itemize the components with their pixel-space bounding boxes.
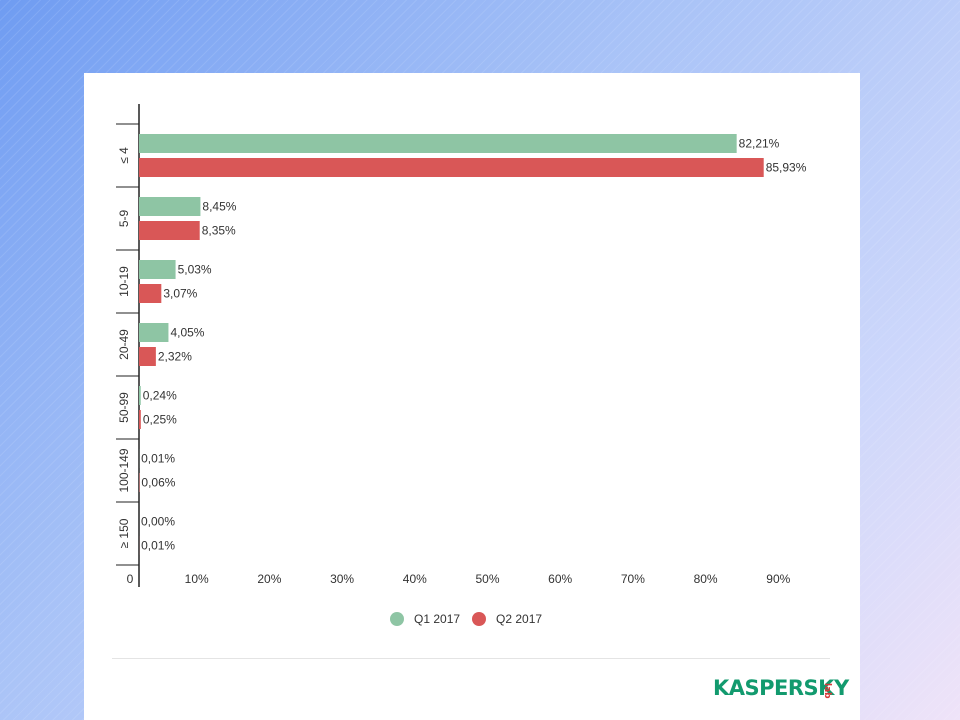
bar: [139, 323, 169, 342]
bar: [139, 284, 162, 303]
category-label: 100-149: [117, 448, 131, 492]
data-label: 8,45%: [202, 200, 236, 214]
legend-marker: [390, 612, 404, 626]
data-label: 0,24%: [143, 389, 177, 403]
x-tick-label: 50%: [475, 572, 499, 586]
category-label: 20-49: [117, 329, 131, 360]
data-label: 8,35%: [202, 224, 236, 238]
data-label: 3,07%: [163, 287, 197, 301]
category-label: 5-9: [117, 210, 131, 228]
bar: [139, 386, 141, 405]
legend-marker: [472, 612, 486, 626]
bar: [139, 410, 141, 429]
category-label: ≤ 4: [117, 147, 131, 164]
x-tick-label: 10%: [185, 572, 209, 586]
data-label: 0,00%: [141, 515, 175, 529]
data-label: 4,05%: [170, 326, 204, 340]
bar: [139, 158, 764, 177]
category-label: 10-19: [117, 266, 131, 297]
x-tick-label: 80%: [694, 572, 718, 586]
data-label: 5,03%: [178, 263, 212, 277]
data-label: 0,06%: [141, 476, 175, 490]
data-label: 2,32%: [158, 350, 192, 364]
legend-label: Q1 2017: [414, 612, 460, 626]
bar: [139, 260, 176, 279]
data-label: 0,01%: [141, 539, 175, 553]
bar: [139, 347, 156, 366]
chart-card: [84, 73, 860, 720]
x-tick-label: 20%: [257, 572, 281, 586]
kaspersky-logo: KASPERSKY: [713, 676, 849, 700]
legend-label: Q2 2017: [496, 612, 542, 626]
bar: [139, 197, 201, 216]
x-tick-label: 90%: [766, 572, 790, 586]
kaspersky-logo-sub: lab: [822, 683, 832, 699]
x-tick-label: 0: [127, 572, 134, 586]
x-tick-label: 60%: [548, 572, 572, 586]
data-label: 85,93%: [766, 161, 807, 175]
category-label: ≥ 150: [117, 518, 131, 548]
category-label: 50-99: [117, 392, 131, 423]
bar: [139, 134, 737, 153]
x-tick-label: 30%: [330, 572, 354, 586]
data-label: 0,01%: [141, 452, 175, 466]
footer-divider: [112, 658, 830, 659]
x-tick-label: 40%: [403, 572, 427, 586]
data-label: 82,21%: [739, 137, 780, 151]
data-label: 0,25%: [143, 413, 177, 427]
x-tick-label: 70%: [621, 572, 645, 586]
bar: [139, 221, 200, 240]
